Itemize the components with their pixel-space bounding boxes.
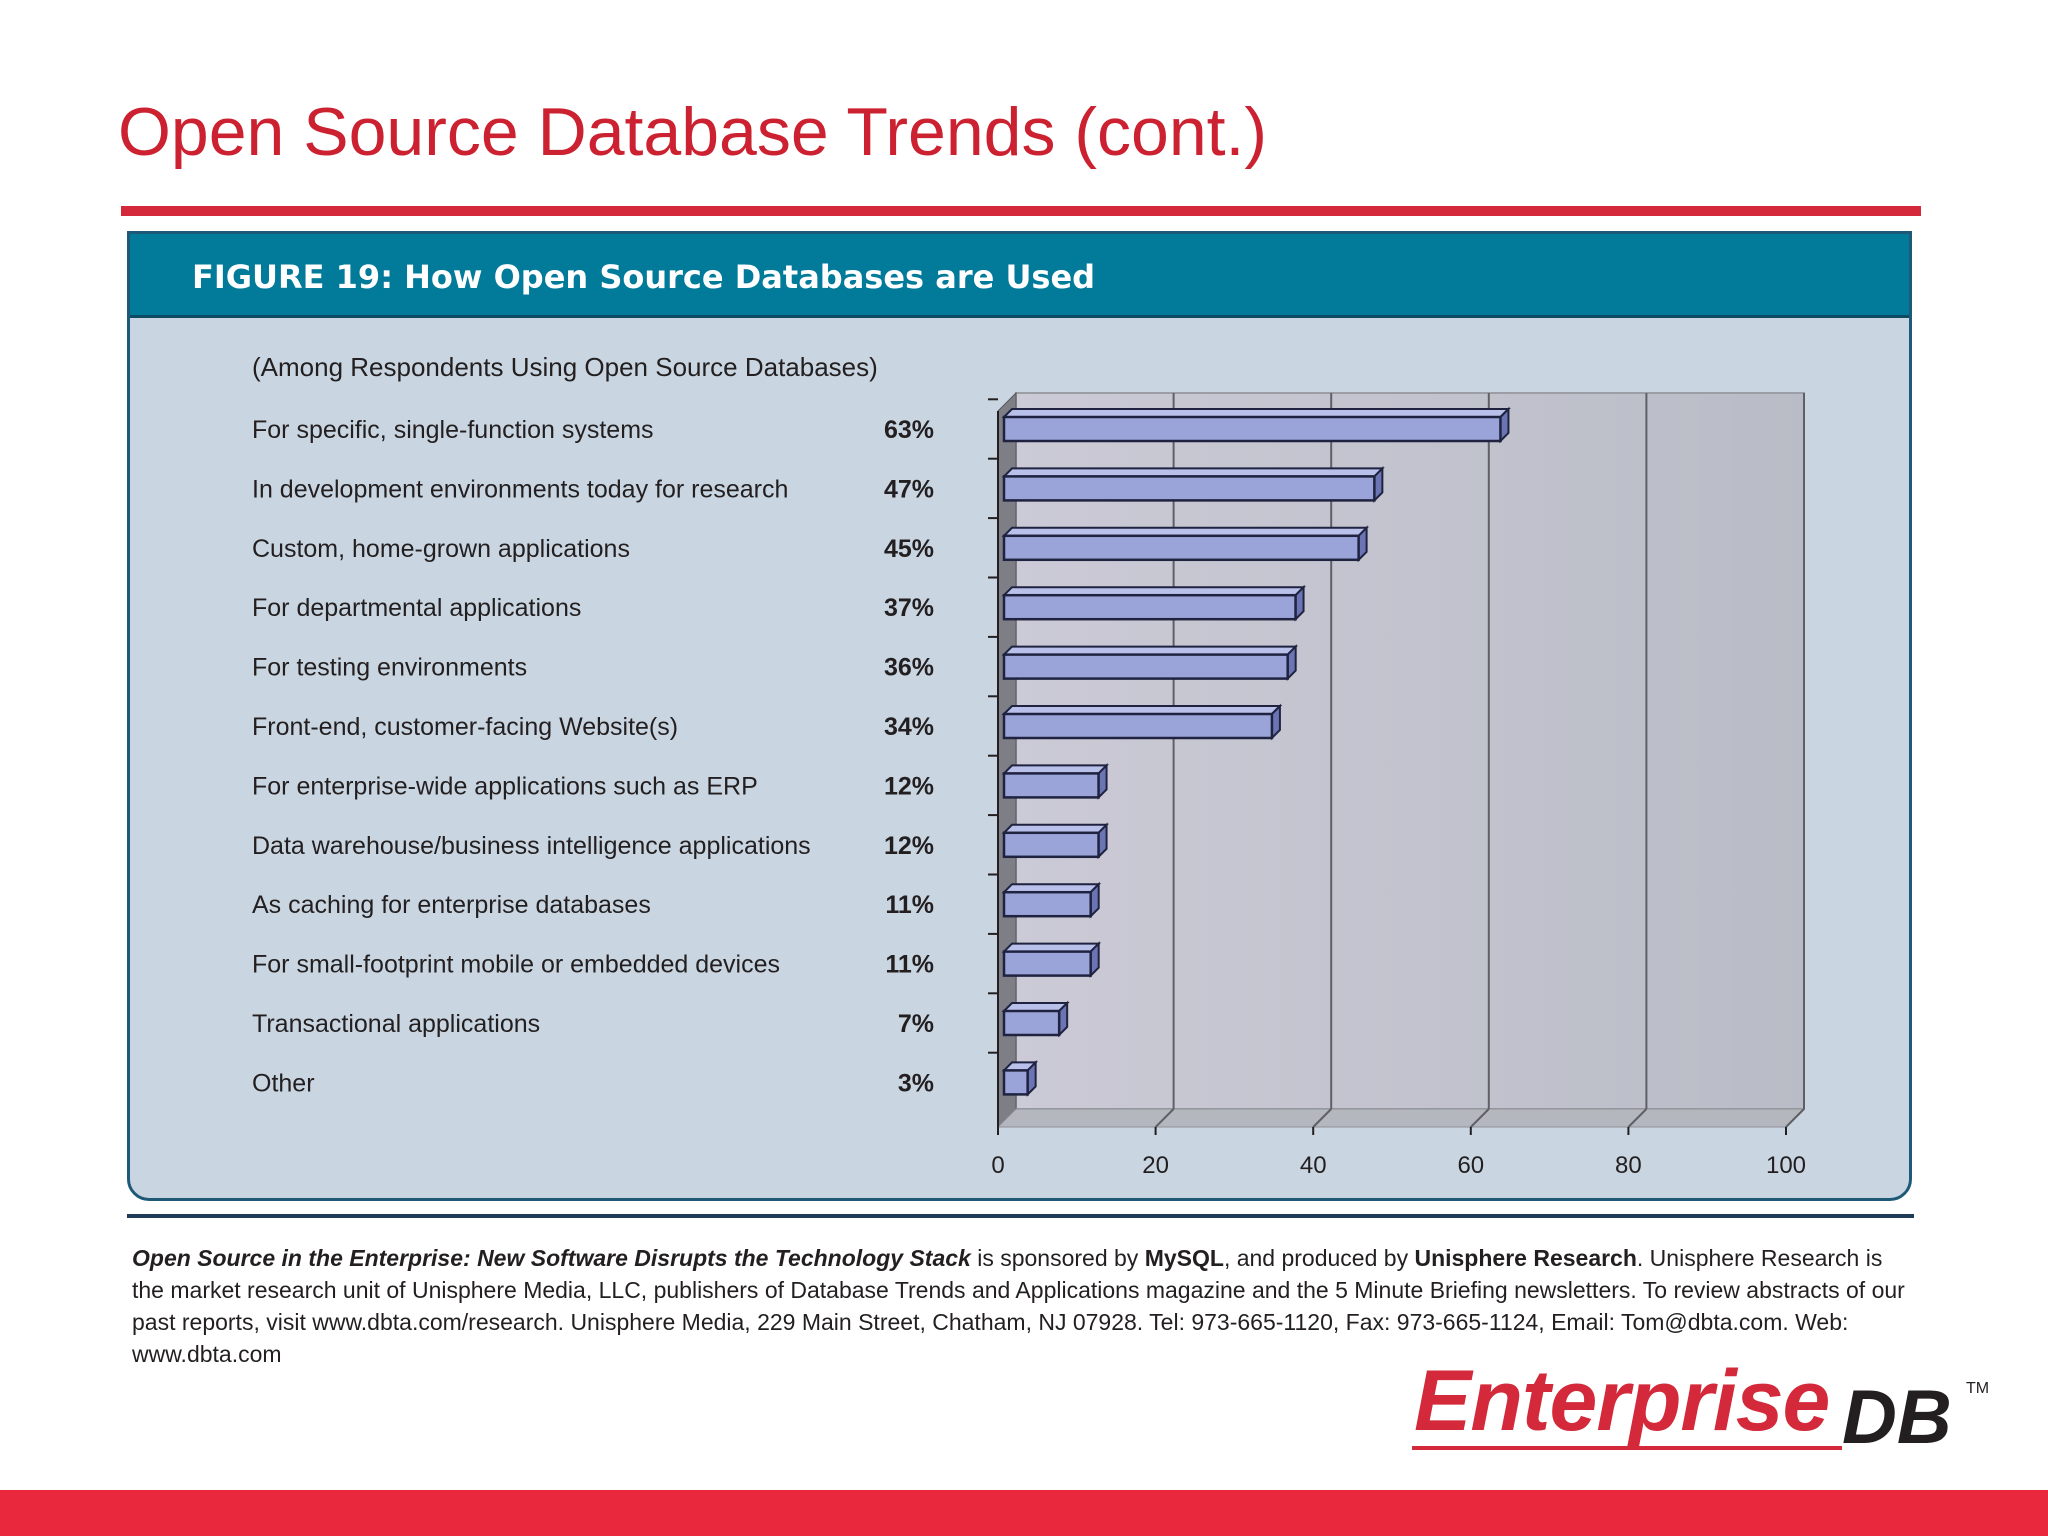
x-tick-label: 0 — [991, 1152, 1004, 1179]
logo-enterprise: Enterprise — [1414, 1353, 1830, 1449]
x-axis-ticks: 0 20 40 60 80 100 — [991, 1127, 1806, 1179]
value-label: 3% — [898, 1069, 934, 1097]
figure-header: FIGURE 19: How Open Source Databases are… — [130, 234, 1909, 318]
sponsor-name: MySQL — [1144, 1245, 1224, 1271]
bar-front-face — [1002, 593, 1297, 621]
gridline-floor — [1470, 1108, 1490, 1128]
enterprisedb-logo: Enterprise DB TM — [1408, 1358, 2008, 1458]
footer-text-3: . Unisphere Research is the market resea… — [132, 1245, 1905, 1367]
figure-panel: FIGURE 19: How Open Source Databases are… — [127, 231, 1912, 1201]
value-label: 11% — [885, 951, 934, 979]
bar — [1001, 644, 1299, 682]
x-tick-label: 40 — [1300, 1152, 1327, 1179]
value-label: 63% — [884, 416, 934, 444]
category-label: For testing environments — [252, 654, 527, 682]
bar — [1001, 1000, 1070, 1038]
logo-swoosh — [1412, 1446, 1842, 1450]
bar-front-face — [1002, 653, 1289, 680]
bar-front-face — [1002, 415, 1502, 443]
bottom-bar — [0, 1490, 2048, 1536]
bar-front-face — [1002, 772, 1100, 799]
value-label: 45% — [884, 535, 934, 563]
title-rule — [121, 206, 1921, 216]
bar-front-face — [1002, 1009, 1061, 1037]
category-label: For enterprise-wide applications such as… — [252, 772, 758, 800]
plot-area — [996, 391, 1806, 1129]
value-label: 12% — [884, 772, 934, 800]
category-label: Custom, home-grown applications — [252, 535, 630, 563]
gridline-floor — [1627, 1108, 1648, 1128]
footer-credit: Open Source in the Enterprise: New Softw… — [132, 1242, 1912, 1370]
value-label: 11% — [885, 891, 934, 919]
value-label: 37% — [884, 594, 934, 622]
logo-db: DB — [1842, 1375, 1952, 1460]
category-label: For departmental applications — [252, 594, 581, 622]
bar — [1001, 941, 1102, 979]
category-label: Front-end, customer-facing Website(s) — [252, 713, 678, 741]
category-label: For specific, single-function systems — [252, 416, 654, 444]
footer-text-2: , and produced by — [1223, 1245, 1415, 1271]
bar — [1001, 703, 1283, 741]
figure-subtitle: (Among Respondents Using Open Source Dat… — [252, 352, 878, 382]
x-tick-label: 80 — [1615, 1152, 1642, 1179]
x-tick-label: 100 — [1766, 1152, 1806, 1179]
figure-title: FIGURE 19: How Open Source Databases are… — [192, 258, 1096, 296]
category-label: In development environments today for re… — [252, 475, 788, 503]
bar-front-face — [1002, 1069, 1029, 1096]
bar-front-face — [1002, 890, 1092, 918]
category-label: As caching for enterprise databases — [252, 891, 651, 919]
x-tick-label: 60 — [1457, 1152, 1484, 1179]
gridline-floor — [1785, 1108, 1805, 1128]
category-label: Transactional applications — [252, 1010, 540, 1038]
bar — [1001, 881, 1102, 919]
value-label: 7% — [898, 1010, 934, 1038]
category-label: Other — [252, 1069, 315, 1097]
value-label: 34% — [884, 713, 934, 741]
gridline-floor — [1312, 1108, 1332, 1128]
x-tick-label: 20 — [1142, 1152, 1169, 1179]
category-label: Data warehouse/business intelligence app… — [252, 832, 811, 860]
logo-tm: TM — [1966, 1380, 1990, 1397]
bar — [1001, 1059, 1039, 1097]
category-labels: For specific, single-function systems In … — [252, 416, 811, 1097]
category-label: For small-footprint mobile or embedded d… — [252, 951, 780, 979]
slide-title: Open Source Database Trends (cont.) — [118, 94, 1268, 170]
bar-front-face — [1002, 831, 1100, 859]
value-label: 12% — [884, 832, 934, 860]
bar — [1001, 584, 1306, 622]
bar — [1001, 406, 1511, 444]
value-label: 47% — [884, 475, 934, 503]
value-labels: 63% 47% 45% 37% 36% 34% 12% 12% 11% 11% 7% 3% — [884, 416, 934, 1097]
publication-title: Open Source in the Enterprise: New Softw… — [132, 1245, 971, 1271]
plot-floor — [996, 1108, 1806, 1128]
gridlines — [1154, 393, 1805, 1128]
producer-name: Unisphere Research — [1414, 1245, 1637, 1271]
gridline-floor — [1154, 1108, 1175, 1128]
value-label: 36% — [884, 654, 934, 682]
bar-front-face — [1002, 712, 1274, 740]
bar-front-face — [1002, 534, 1360, 562]
bar — [1001, 762, 1109, 800]
bar — [1001, 465, 1385, 503]
bar-front-face — [1002, 950, 1092, 977]
footer-text-1: is sponsored by — [970, 1245, 1145, 1271]
bar — [1001, 525, 1370, 563]
footer-rule — [127, 1214, 1914, 1218]
bars — [988, 398, 1511, 1097]
bar-front-face — [1002, 475, 1376, 502]
bar-chart: For specific, single-function systems In … — [252, 391, 1806, 1179]
bar — [1001, 822, 1109, 860]
